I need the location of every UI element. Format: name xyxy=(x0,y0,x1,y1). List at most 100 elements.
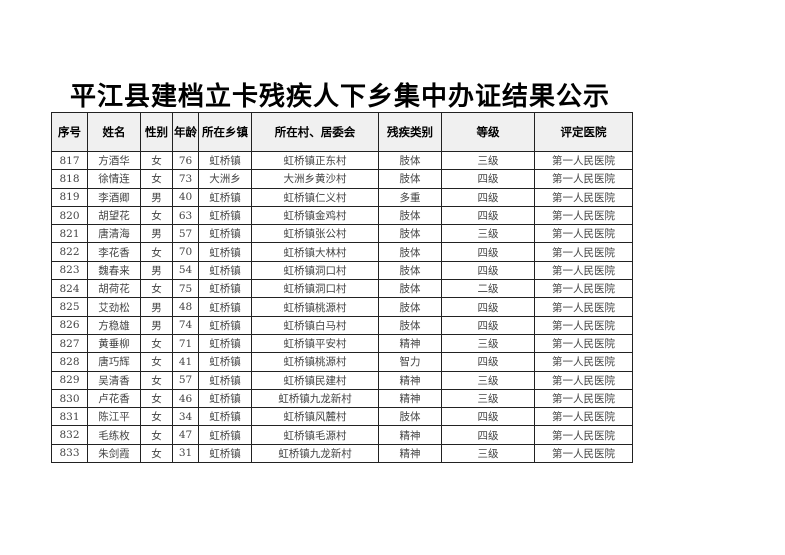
table-cell: 四级 xyxy=(441,297,535,317)
table-cell: 四级 xyxy=(441,425,535,445)
table-cell: 四级 xyxy=(441,169,535,189)
table-cell: 54 xyxy=(172,260,199,281)
table-cell: 胡荷花 xyxy=(87,279,141,299)
table-cell: 虹桥镇 xyxy=(198,407,252,427)
table-cell: 818 xyxy=(51,169,88,189)
table-cell: 第一人民医院 xyxy=(534,425,633,445)
table-cell: 虹桥镇 xyxy=(198,425,252,445)
table-cell: 男 xyxy=(140,260,173,281)
table-row: 832 毛练枚女 47 虹桥镇 虹桥镇毛源村 精神 四级 第一人民医院 xyxy=(51,425,633,445)
table-cell: 76 xyxy=(172,150,199,171)
table-cell: 四级 xyxy=(441,315,535,335)
table-cell: 75 xyxy=(172,279,199,299)
table-cell: 第一人民医院 xyxy=(534,297,633,317)
table-cell: 虹桥镇洞口村 xyxy=(251,279,379,299)
table-cell: 女 xyxy=(140,169,173,189)
table-cell: 虹桥镇 xyxy=(198,242,252,262)
table-row: 826 方稳雄男 74 虹桥镇 虹桥镇白马村 肢体 四级 第一人民医院 xyxy=(51,315,633,335)
table-cell: 832 xyxy=(51,425,88,445)
table-cell: 57 xyxy=(172,224,199,244)
table-cell: 虹桥镇 xyxy=(198,443,252,464)
table-cell: 四级 xyxy=(441,205,535,226)
table-cell: 46 xyxy=(172,388,199,409)
table-cell: 虹桥镇 xyxy=(198,352,252,372)
column-header: 姓名 xyxy=(87,112,141,152)
column-header: 评定医院 xyxy=(534,112,633,152)
table-cell: 四级 xyxy=(441,242,535,262)
table-cell: 虹桥镇 xyxy=(198,205,252,226)
table-cell: 女 xyxy=(140,352,173,372)
table-cell: 第一人民医院 xyxy=(534,242,633,262)
table-cell: 820 xyxy=(51,205,88,226)
table-cell: 虹桥镇洞口村 xyxy=(251,260,379,281)
column-header: 所在乡镇 xyxy=(198,112,252,152)
table-cell: 精神 xyxy=(378,388,442,409)
table-cell: 肢体 xyxy=(378,169,442,189)
table-cell: 虹桥镇 xyxy=(198,224,252,244)
table-cell: 魏春来 xyxy=(87,260,141,281)
column-header: 年龄 xyxy=(172,112,199,152)
table-cell: 李酒卿 xyxy=(87,187,141,207)
table-cell: 男 xyxy=(140,315,173,335)
table-cell: 毛练枚 xyxy=(87,425,141,445)
table-cell: 40 xyxy=(172,187,199,207)
table-cell: 第一人民医院 xyxy=(534,370,633,390)
table-cell: 方稳雄 xyxy=(87,315,141,335)
table-row: 817 方酒华女 76 虹桥镇 虹桥镇正东村 肢体 三级 第一人民医院 xyxy=(51,150,633,171)
table-cell: 第一人民医院 xyxy=(534,169,633,189)
table-cell: 虹桥镇 xyxy=(198,150,252,171)
table-cell: 肢体 xyxy=(378,260,442,281)
table-row: 830 卢花香女 46 虹桥镇 虹桥镇九龙新村 精神 三级 第一人民医院 xyxy=(51,388,633,409)
table-cell: 虹桥镇 xyxy=(198,370,252,390)
table-cell: 方酒华 xyxy=(87,150,141,171)
column-header: 等级 xyxy=(441,112,535,152)
table-cell: 卢花香 xyxy=(87,388,141,409)
table-cell: 第一人民医院 xyxy=(534,443,633,464)
table-cell: 三级 xyxy=(441,370,535,390)
table-cell: 828 xyxy=(51,352,88,372)
table-cell: 艾劲松 xyxy=(87,297,141,317)
table-cell: 71 xyxy=(172,333,199,354)
table-cell: 四级 xyxy=(441,407,535,427)
table-cell: 精神 xyxy=(378,443,442,464)
table-cell: 男 xyxy=(140,297,173,317)
table-cell: 四级 xyxy=(441,352,535,372)
table-cell: 女 xyxy=(140,150,173,171)
table-cell: 虹桥镇 xyxy=(198,260,252,281)
table-cell: 825 xyxy=(51,297,88,317)
table-cell: 女 xyxy=(140,279,173,299)
column-header: 序号 xyxy=(51,112,88,152)
table-cell: 41 xyxy=(172,352,199,372)
results-table: 序号 姓名 性别 年龄 所在乡镇 所在村、居委会 残疾类别 等级 评定医院 817 方酒华女 76 虹… xyxy=(51,112,633,464)
table-cell: 精神 xyxy=(378,333,442,354)
table-cell: 虹桥镇 xyxy=(198,315,252,335)
table-row: 823 魏春来男 54 虹桥镇 虹桥镇洞口村 肢体 四级 第一人民医院 xyxy=(51,260,633,281)
table-cell: 827 xyxy=(51,333,88,354)
table-cell: 肢体 xyxy=(378,315,442,335)
table-cell: 第一人民医院 xyxy=(534,260,633,281)
table-cell: 肢体 xyxy=(378,297,442,317)
table-cell: 女 xyxy=(140,333,173,354)
table-cell: 74 xyxy=(172,315,199,335)
column-header: 残疾类别 xyxy=(378,112,442,152)
table-cell: 虹桥镇张公村 xyxy=(251,224,379,244)
table-cell: 47 xyxy=(172,425,199,445)
table-cell: 三级 xyxy=(441,224,535,244)
table-cell: 肢体 xyxy=(378,407,442,427)
table-row: 818 徐情连女 73 大洲乡 大洲乡黄沙村 肢体 四级 第一人民医院 xyxy=(51,169,633,189)
table-row: 827 黄垂柳女 71 虹桥镇 虹桥镇平安村 精神 三级 第一人民医院 xyxy=(51,333,633,354)
table-cell: 第一人民医院 xyxy=(534,333,633,354)
table-cell: 第一人民医院 xyxy=(534,205,633,226)
table-cell: 虹桥镇 xyxy=(198,388,252,409)
header-row: 序号 姓名 性别 年龄 所在乡镇 所在村、居委会 残疾类别 等级 评定医院 xyxy=(51,112,633,152)
table-cell: 朱剑霞 xyxy=(87,443,141,464)
table-cell: 四级 xyxy=(441,187,535,207)
table-cell: 虹桥镇 xyxy=(198,297,252,317)
table-cell: 虹桥镇风麓村 xyxy=(251,407,379,427)
table-cell: 73 xyxy=(172,169,199,189)
table-cell: 48 xyxy=(172,297,199,317)
column-header: 性别 xyxy=(140,112,173,152)
table-cell: 男 xyxy=(140,187,173,207)
table-cell: 三级 xyxy=(441,333,535,354)
table-cell: 徐情连 xyxy=(87,169,141,189)
